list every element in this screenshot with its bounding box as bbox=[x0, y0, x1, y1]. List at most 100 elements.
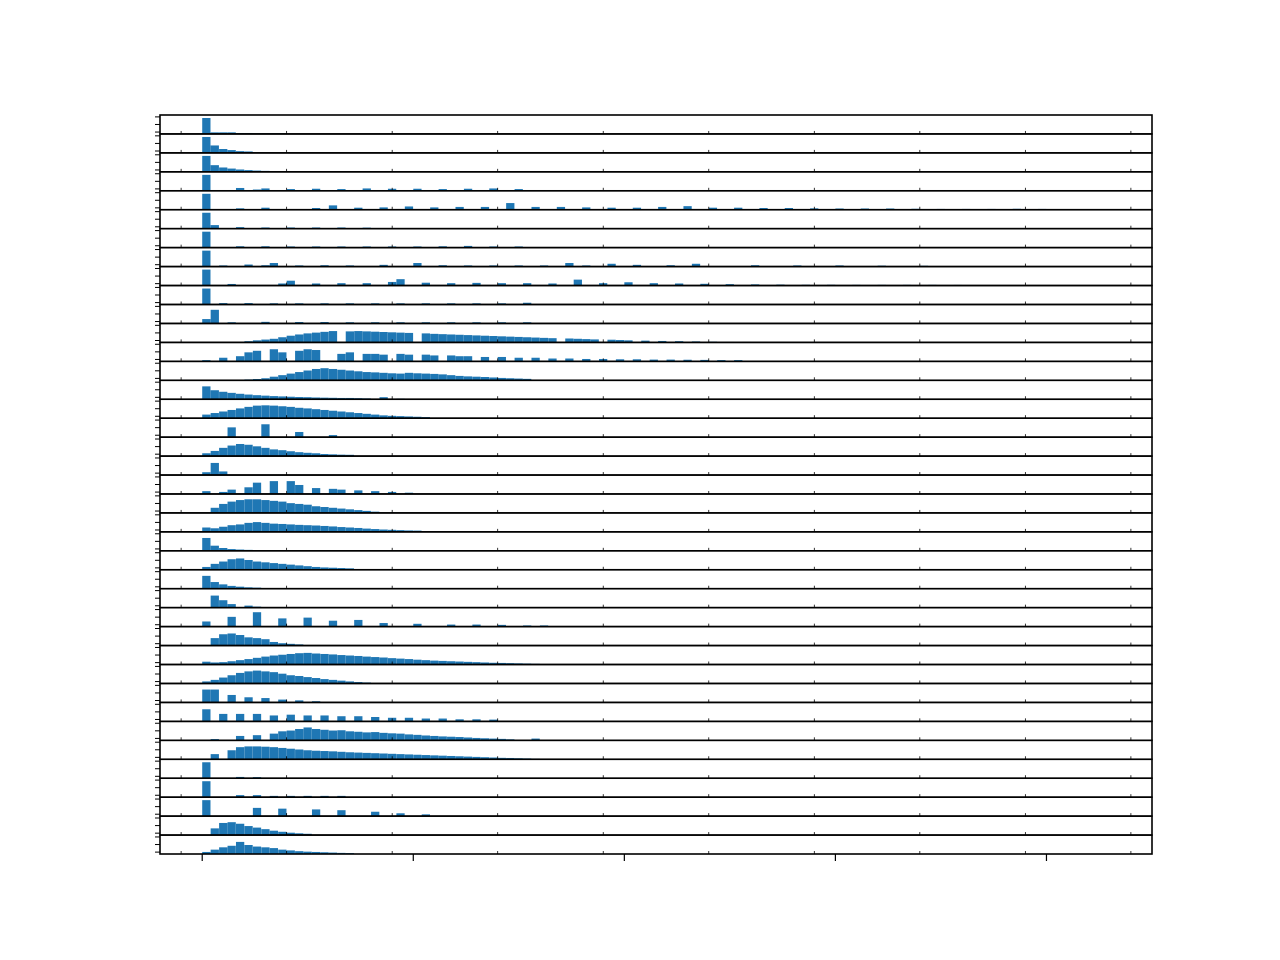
histogram-bar-7-5 bbox=[295, 265, 304, 267]
histogram-bar-32-26 bbox=[463, 737, 473, 740]
subplot-frame-24 bbox=[159, 568, 1153, 590]
histogram-bar-11-20 bbox=[430, 333, 439, 342]
histogram-bar-15-1 bbox=[210, 413, 219, 418]
histogram-bar-12-34 bbox=[683, 359, 692, 361]
histogram-bar-34-0 bbox=[202, 762, 211, 778]
histogram-bar-11-21 bbox=[438, 334, 447, 342]
histogram-bar-32-15 bbox=[371, 732, 380, 740]
histogram-bar-38-11 bbox=[295, 851, 304, 854]
histogram-bar-38-7 bbox=[261, 847, 270, 854]
histogram-bar-11-43 bbox=[658, 340, 667, 342]
histogram-bar-37-9 bbox=[286, 832, 295, 835]
histogram-bar-34-1 bbox=[235, 776, 245, 778]
histogram-bar-28-11 bbox=[295, 653, 304, 665]
subplot-frame-7 bbox=[159, 246, 1153, 268]
histogram-bar-23-14 bbox=[320, 567, 329, 570]
histogram-bar-33-6 bbox=[269, 747, 279, 759]
histogram-bar-8-1 bbox=[227, 283, 236, 286]
histogram-bar-6-0 bbox=[202, 231, 211, 248]
histogram-bar-37-0 bbox=[210, 828, 219, 835]
histogram-bar-21-19 bbox=[362, 528, 371, 532]
histogram-bar-37-2 bbox=[227, 822, 236, 835]
histogram-bar-14-3 bbox=[227, 392, 236, 399]
histogram-bar-33-33 bbox=[497, 757, 506, 759]
histogram-bar-29-13 bbox=[311, 678, 321, 683]
histogram-bar-32-27 bbox=[472, 737, 481, 740]
histogram-bar-32-13 bbox=[354, 731, 363, 740]
histogram-bar-12-8 bbox=[303, 349, 312, 361]
histogram-bar-8-22 bbox=[750, 284, 760, 286]
histogram-bar-33-23 bbox=[413, 754, 422, 759]
histogram-bar-32-32 bbox=[531, 738, 540, 740]
histogram-bar-11-28 bbox=[497, 336, 506, 342]
histogram-bar-26-0 bbox=[202, 621, 211, 627]
histogram-bar-7-17 bbox=[607, 263, 616, 267]
histogram-bar-32-30 bbox=[497, 738, 506, 740]
histogram-bar-24-2 bbox=[219, 584, 228, 589]
histogram-bar-28-12 bbox=[303, 652, 312, 665]
histogram-bar-28-27 bbox=[430, 660, 439, 665]
histogram-bar-4-6 bbox=[379, 207, 388, 210]
histogram-bar-32-24 bbox=[447, 736, 456, 740]
histogram-bar-22-1 bbox=[210, 545, 219, 551]
histogram-bar-28-16 bbox=[337, 655, 346, 665]
histogram-bar-31-8 bbox=[337, 716, 346, 721]
histogram-bar-28-17 bbox=[345, 655, 355, 665]
histogram-bar-23-9 bbox=[278, 563, 287, 570]
histogram-bar-20-11 bbox=[303, 504, 312, 513]
histogram-bar-32-29 bbox=[489, 738, 498, 740]
histogram-bar-26-9 bbox=[447, 624, 456, 627]
histogram-bar-33-1 bbox=[227, 750, 236, 759]
histogram-bar-12-21 bbox=[463, 356, 473, 361]
histogram-bar-32-23 bbox=[438, 736, 447, 740]
histogram-bar-33-2 bbox=[235, 747, 245, 759]
histogram-bar-29-9 bbox=[278, 673, 287, 683]
histogram-bar-8-18 bbox=[649, 283, 658, 286]
histogram-bar-7-20 bbox=[691, 263, 701, 267]
histogram-bar-20-2 bbox=[227, 501, 236, 513]
subplot-frame-3 bbox=[159, 171, 1153, 192]
histogram-bar-31-10 bbox=[371, 717, 380, 721]
histogram-bar-15-19 bbox=[362, 413, 371, 418]
histogram-bar-20-0 bbox=[210, 507, 219, 513]
histogram-bar-7-9 bbox=[413, 263, 422, 267]
histogram-bar-12-6 bbox=[278, 352, 287, 361]
histogram-bar-33-24 bbox=[421, 755, 430, 759]
histogram-bar-13-33 bbox=[523, 378, 532, 380]
histogram-bar-33-15 bbox=[345, 752, 355, 759]
histogram-bar-13-24 bbox=[447, 375, 456, 380]
histogram-bar-3-3 bbox=[261, 188, 270, 191]
histogram-bar-3-11 bbox=[463, 188, 473, 191]
histogram-bar-26-1 bbox=[227, 616, 236, 627]
histogram-bar-21-0 bbox=[202, 527, 211, 532]
histogram-bar-36-5 bbox=[371, 811, 380, 816]
histogram-bar-4-22 bbox=[784, 208, 794, 210]
histogram-bar-33-26 bbox=[438, 755, 447, 759]
histogram-bar-22-4 bbox=[235, 549, 245, 551]
histogram-bar-1-3 bbox=[227, 150, 236, 153]
histogram-bar-35-0 bbox=[202, 781, 211, 797]
histogram-bar-11-12 bbox=[354, 331, 363, 342]
histogram-bar-28-32 bbox=[472, 662, 481, 665]
histogram-bar-11-3 bbox=[269, 338, 279, 342]
histogram-bar-19-10 bbox=[337, 489, 346, 494]
histogram-bar-9-13 bbox=[523, 302, 532, 304]
histogram-bar-14-18 bbox=[354, 398, 363, 399]
histogram-bar-32-19 bbox=[404, 734, 414, 740]
histogram-bar-36-2 bbox=[278, 808, 287, 816]
histogram-bar-32-28 bbox=[480, 738, 490, 740]
histogram-bar-11-34 bbox=[548, 338, 557, 342]
histogram-bar-23-7 bbox=[261, 562, 270, 570]
histogram-bar-9-5 bbox=[320, 303, 329, 304]
histogram-bar-11-13 bbox=[362, 331, 371, 342]
histogram-bar-19-11 bbox=[354, 490, 363, 494]
histogram-bar-18-2 bbox=[219, 471, 228, 475]
histogram-bar-32-0 bbox=[210, 739, 219, 740]
histogram-bar-9-10 bbox=[447, 303, 456, 304]
histogram-bar-3-1 bbox=[235, 187, 245, 191]
histogram-bar-33-18 bbox=[371, 753, 380, 759]
histogram-bar-8-17 bbox=[624, 282, 633, 286]
histogram-bar-28-13 bbox=[311, 653, 321, 665]
histogram-bar-19-8 bbox=[311, 488, 321, 494]
histogram-bar-33-30 bbox=[472, 756, 481, 759]
